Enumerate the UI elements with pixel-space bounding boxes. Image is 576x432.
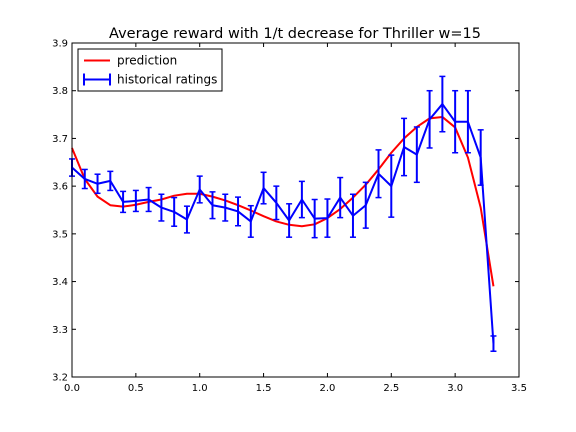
chart-title: Average reward with 1/t decrease for Thr… (109, 26, 481, 42)
y-tick-label: 3.6 (52, 182, 68, 193)
tick-layer: 0.0 0.5 1.0 1.5 2.0 2.5 3.0 3.5 3.2 3.3 3.4 3.5 3.6 3… (52, 39, 527, 395)
y-tick-label: 3.4 (52, 277, 68, 288)
legend: prediction historical ratings (77, 48, 223, 92)
x-tick-label: 1.5 (256, 383, 272, 394)
prediction-line (71, 115, 495, 287)
y-tick-label: 3.8 (52, 86, 68, 97)
x-tick-label: 2.0 (319, 383, 335, 394)
x-tick-label: 0.0 (64, 383, 80, 394)
x-tick-label: 1.0 (192, 383, 208, 394)
x-tick-label: 3.5 (511, 383, 527, 394)
legend-prediction-label: prediction (117, 54, 177, 68)
legend-historical-label: historical ratings (117, 73, 217, 87)
x-tick-label: 0.5 (128, 383, 144, 394)
plot-frame (71, 42, 520, 378)
y-tick-label: 3.9 (52, 39, 68, 50)
y-tick-label: 3.2 (52, 373, 68, 384)
y-tick-label: 3.3 (52, 325, 68, 336)
x-tick-label: 2.5 (383, 383, 399, 394)
x-tick-label: 3.0 (447, 383, 463, 394)
y-tick-label: 3.5 (52, 229, 68, 240)
y-tick-label: 3.7 (52, 134, 68, 145)
series-layer (69, 75, 497, 352)
historical-ratings-line (71, 103, 495, 344)
legend-box (77, 48, 223, 92)
